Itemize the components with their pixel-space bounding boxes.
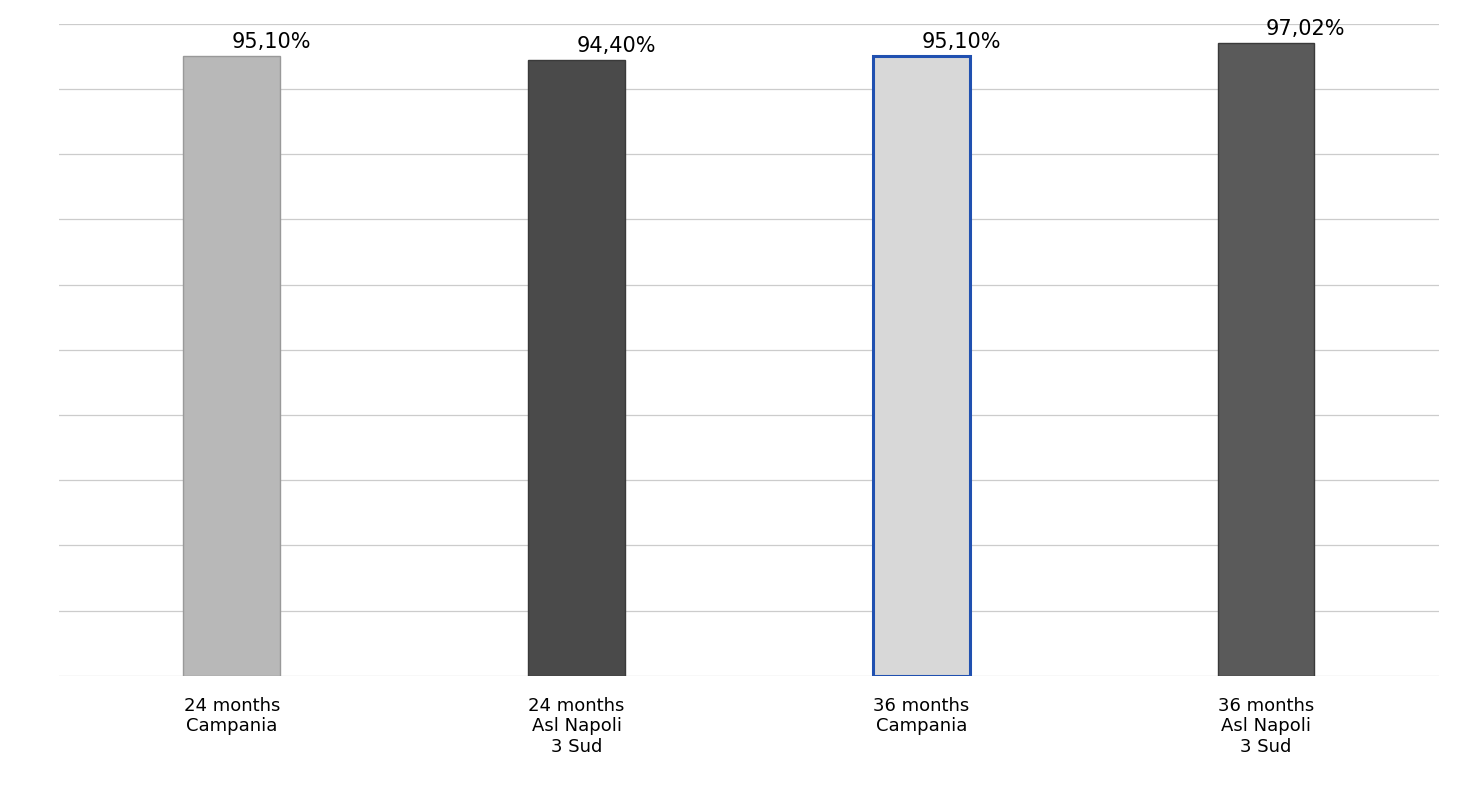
- Bar: [528, 60, 624, 676]
- Bar: [184, 56, 280, 676]
- Text: 95,10%: 95,10%: [231, 32, 311, 52]
- Bar: [873, 56, 970, 676]
- Text: 95,10%: 95,10%: [921, 32, 1001, 52]
- Text: 97,02%: 97,02%: [1266, 19, 1345, 40]
- Text: 94,40%: 94,40%: [577, 37, 655, 56]
- Bar: [1218, 43, 1314, 676]
